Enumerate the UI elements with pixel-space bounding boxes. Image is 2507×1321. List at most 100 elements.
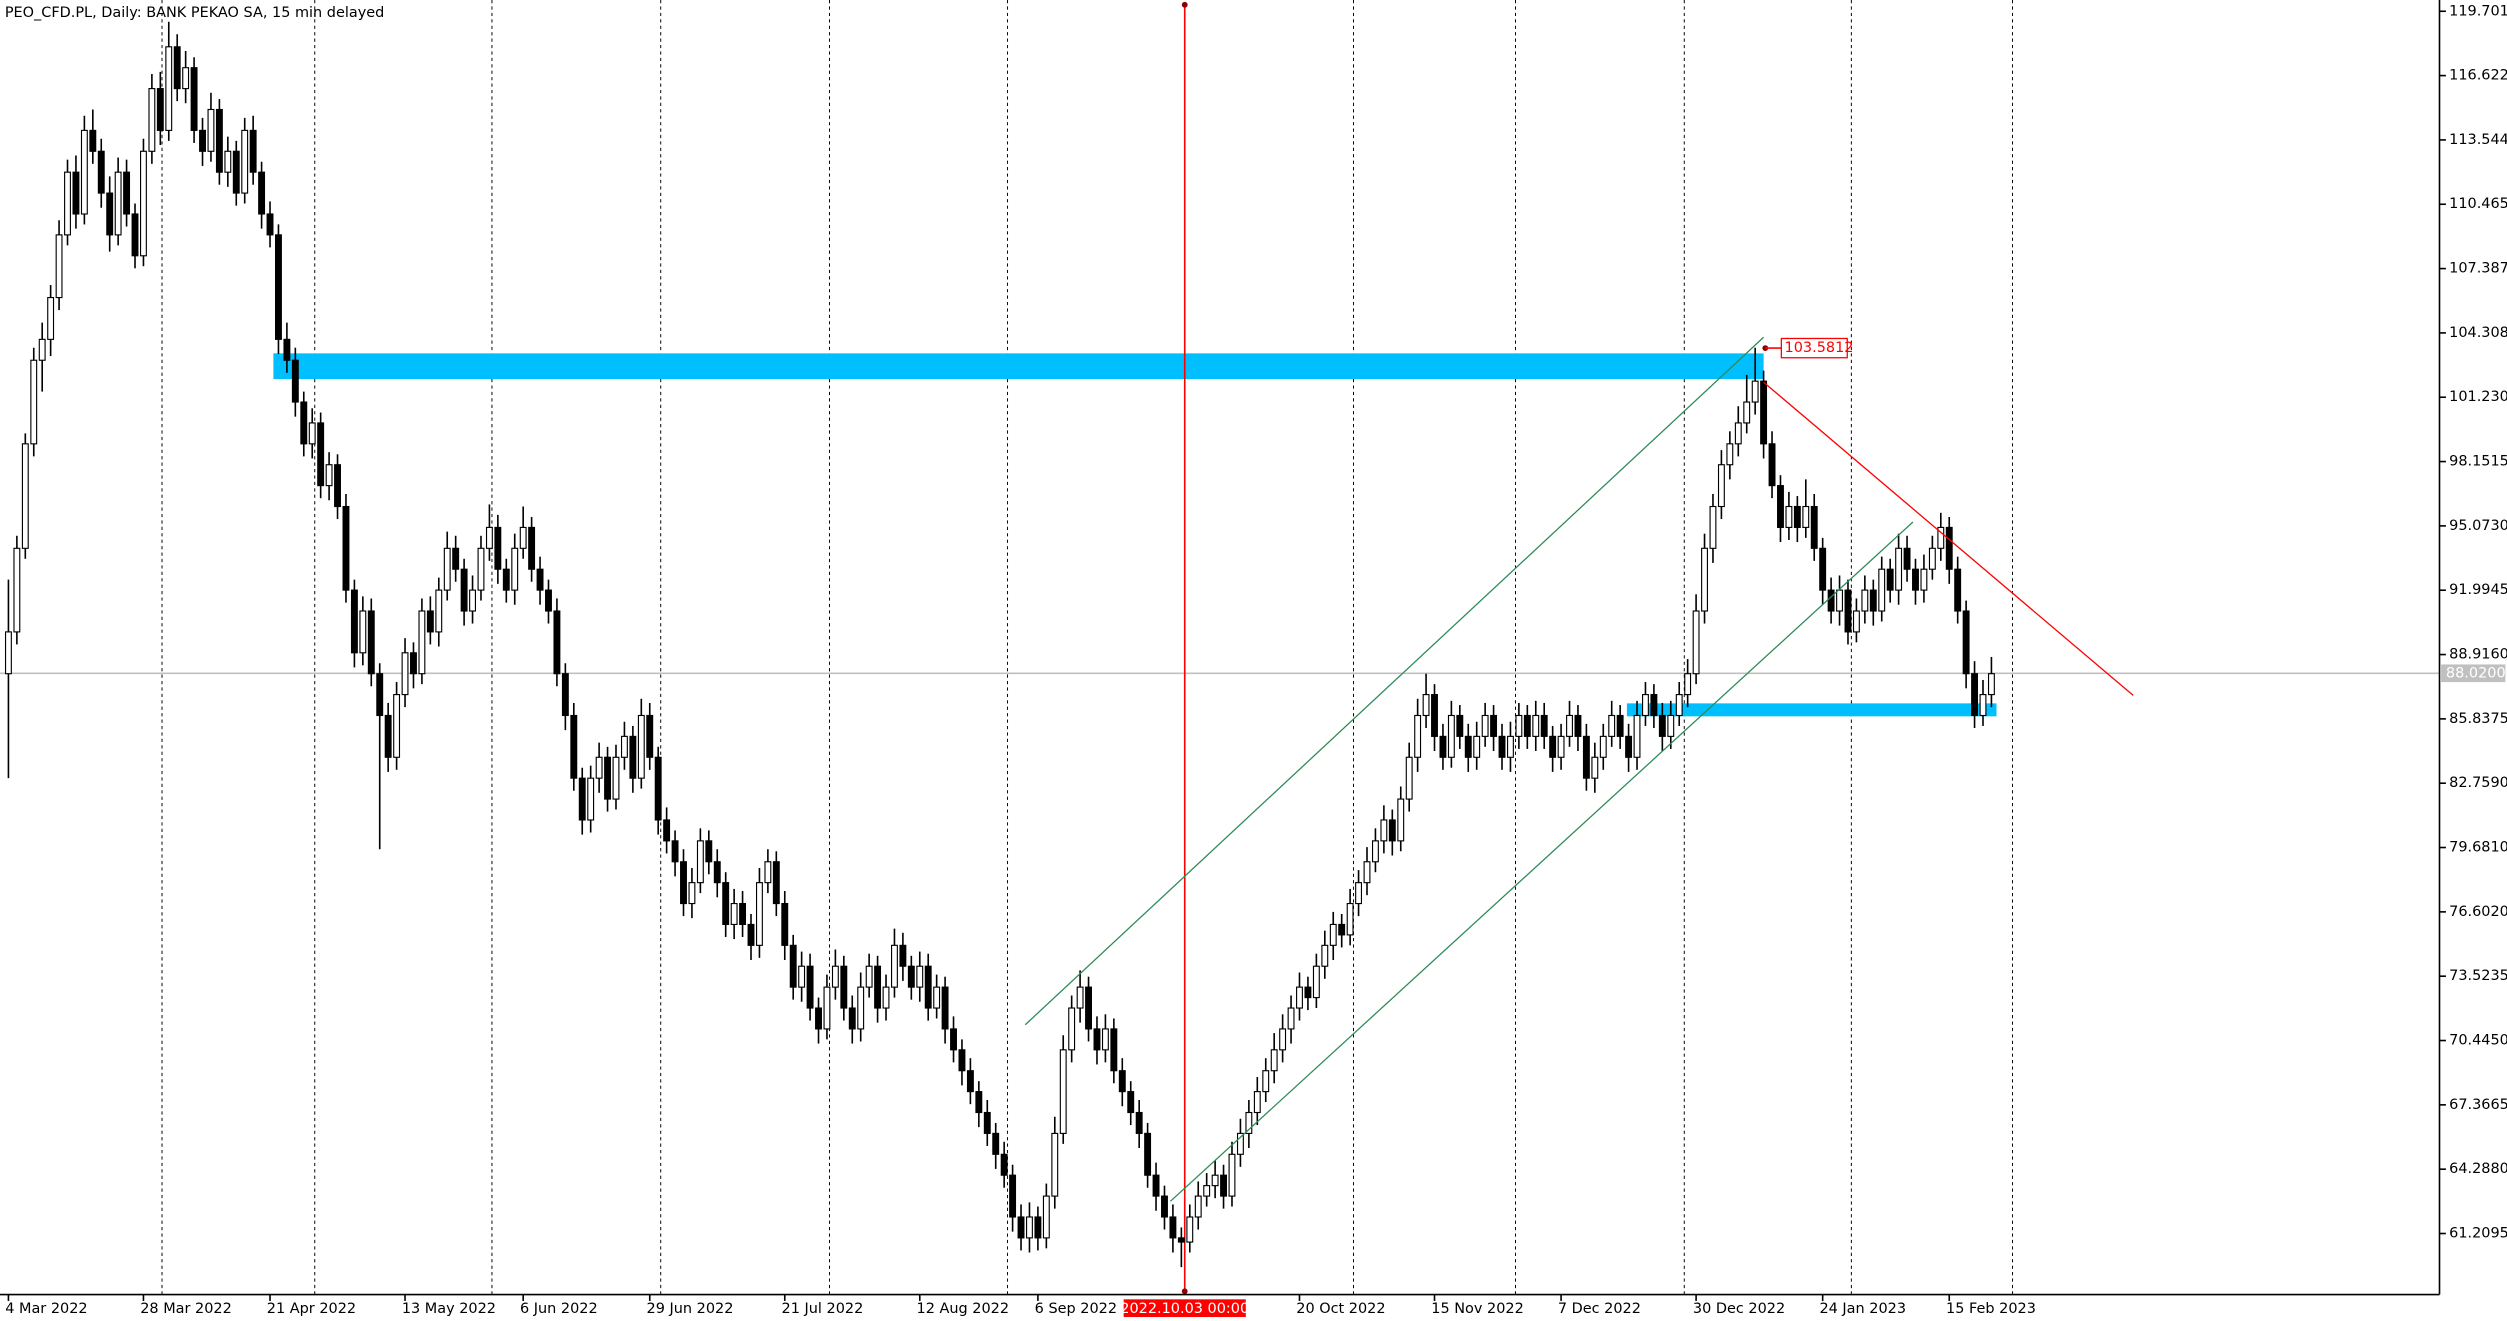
candle-body [1228, 1153, 1236, 1197]
candle-body [258, 171, 266, 215]
x-tick-label: 24 Jan 2023 [1819, 1301, 1906, 1317]
candle-body [1481, 714, 1489, 737]
candle-body [1388, 819, 1396, 842]
candle-body [1903, 547, 1911, 570]
candle-body [1827, 589, 1835, 612]
trendline [1763, 381, 2134, 696]
candle-body [916, 965, 924, 988]
candle-body [1506, 735, 1514, 758]
candle-body [1987, 673, 1995, 696]
x-tick-label: 15 Nov 2022 [1431, 1301, 1524, 1317]
candle-body [1068, 1007, 1076, 1051]
candle-body [1194, 1195, 1202, 1218]
y-tick-label: 91.9945 [2449, 582, 2507, 598]
candle-body [1026, 1216, 1033, 1239]
vline-label: 2022.10.03 00:00 [1120, 1301, 1249, 1317]
candle-body [460, 568, 468, 612]
candle-body [966, 1070, 974, 1093]
candle-body [899, 944, 907, 967]
candle-body [1371, 840, 1379, 863]
x-tick-label: 29 Jun 2022 [647, 1301, 734, 1317]
candle-body [199, 129, 206, 152]
candle-body [114, 171, 122, 236]
candle-body [578, 777, 586, 821]
candle-body [511, 547, 519, 591]
candle-body [705, 840, 713, 863]
candle-body [857, 986, 865, 1030]
candle-body [1380, 819, 1388, 842]
candle-body [410, 652, 417, 675]
candle-body [933, 986, 941, 1009]
candle-body [1186, 1216, 1194, 1243]
y-tick-label: 101.2300 [2449, 389, 2507, 405]
candle-body [1287, 1007, 1295, 1030]
candle-body [1945, 526, 1953, 570]
candle-body [713, 861, 721, 884]
candle-body [730, 902, 738, 926]
candle-body [1777, 485, 1784, 528]
candle-body [528, 526, 536, 570]
x-tick-label: 4 Mar 2022 [5, 1301, 87, 1317]
candle-body [123, 171, 131, 215]
candle-body [393, 694, 401, 758]
x-tick-label: 21 Jul 2022 [782, 1301, 864, 1317]
trendline [1169, 521, 1914, 1202]
y-tick-label: 85.8375 [2449, 711, 2507, 727]
candle-body [1709, 505, 1717, 549]
candle-body [106, 192, 114, 236]
candle-body [1785, 505, 1793, 528]
candle-body [1802, 505, 1810, 528]
candle-body [1625, 735, 1633, 758]
candle-body [64, 171, 71, 236]
candle-body [1574, 714, 1582, 737]
candle-body [224, 150, 232, 173]
candle-body [958, 1049, 966, 1072]
candle-body [722, 882, 730, 926]
y-tick-label: 95.0730 [2449, 518, 2507, 534]
candle-body [139, 150, 147, 257]
candle-body [1658, 714, 1666, 737]
candle-body [764, 861, 772, 884]
candle-body [1253, 1091, 1261, 1114]
x-tick-label: 21 Apr 2022 [267, 1301, 356, 1317]
candle-body [1161, 1195, 1168, 1218]
candle-body [291, 359, 299, 403]
candle-body [1414, 714, 1422, 758]
candle-body [190, 67, 198, 131]
candle-body [553, 610, 561, 675]
candle-body [747, 923, 755, 946]
candle-body [1279, 1028, 1287, 1051]
candle-body [469, 589, 476, 612]
candle-body [755, 882, 763, 946]
y-tick-label: 70.4450 [2449, 1033, 2507, 1049]
candle-body [1937, 526, 1945, 549]
x-tick-label: 30 Dec 2022 [1693, 1301, 1785, 1317]
candle-body [671, 840, 679, 863]
candle-body [654, 756, 662, 821]
candle-body [865, 965, 873, 988]
candle-body [1346, 902, 1354, 936]
candle-body [536, 568, 544, 591]
candle-body [1338, 923, 1346, 936]
price-label-box [1780, 337, 1848, 359]
candle-body [1599, 735, 1607, 758]
y-tick-label: 104.3085 [2449, 325, 2507, 341]
candle-body [1312, 965, 1320, 999]
candle-body [612, 756, 620, 800]
candle-body [165, 46, 173, 131]
y-tick-label: 113.5440 [2449, 132, 2507, 148]
candle-body [1262, 1070, 1270, 1093]
candle-body [688, 882, 696, 905]
candle-body [1751, 380, 1759, 403]
candle-body [1101, 1028, 1109, 1051]
candle-body [1439, 735, 1447, 758]
y-tick-label: 67.3665 [2449, 1097, 2507, 1113]
y-tick-label: 88.9160 [2449, 647, 2507, 663]
chart-title: PEO_CFD.PL, Daily: BANK PEKAO SA, 15 min… [5, 5, 385, 21]
x-tick-label: 15 Feb 2023 [1946, 1301, 2036, 1317]
candle-body [1245, 1111, 1253, 1134]
candle-body [1895, 547, 1903, 591]
candle-body [975, 1091, 983, 1114]
candle-body [1017, 1216, 1025, 1239]
candle-body [97, 150, 105, 194]
